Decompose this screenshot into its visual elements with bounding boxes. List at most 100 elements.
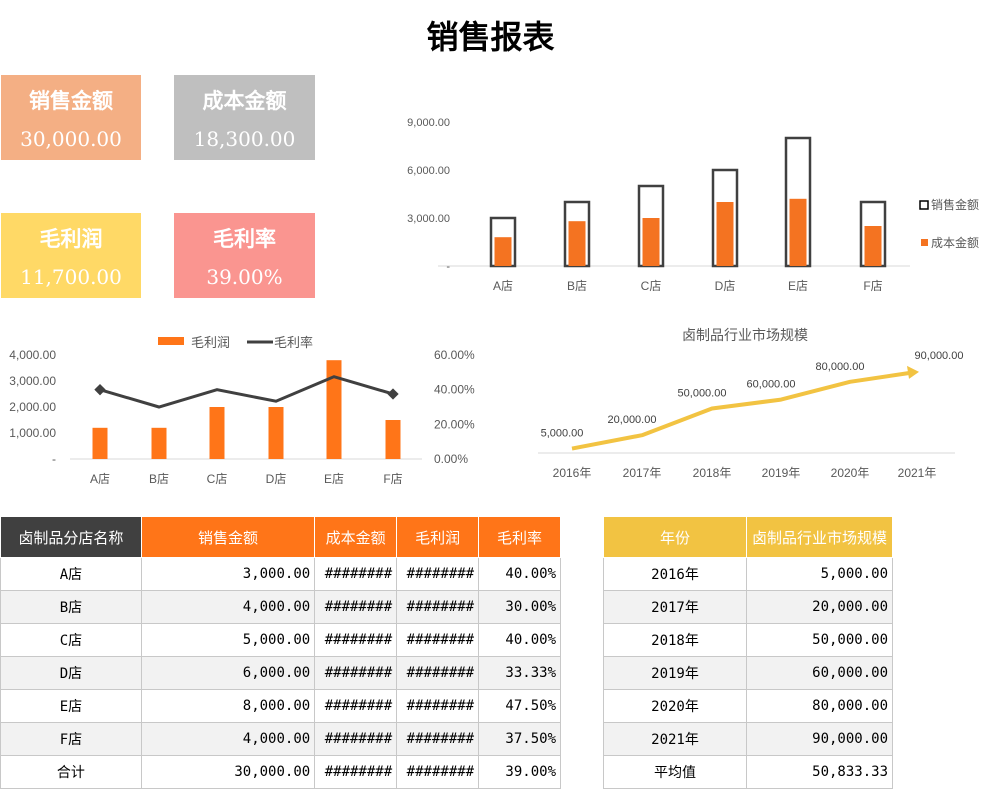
table-cell[interactable]: E店 [0, 689, 142, 723]
table-cell[interactable]: 50,000.00 [746, 623, 893, 657]
y-tick-label: 3,000.00 [9, 374, 56, 388]
kpi-label: 毛利润 [39, 226, 103, 251]
table-cell[interactable]: ######## [314, 557, 398, 591]
table-cell[interactable]: 60,000.00 [746, 656, 893, 690]
table-cell[interactable]: ######## [396, 755, 480, 789]
y-tick-label: 4,000.00 [9, 348, 56, 362]
header-row: 年份 卤制品行业市场规模 [602, 516, 893, 558]
table-cell[interactable]: 2018年 [602, 623, 748, 657]
table-cell[interactable]: ######## [396, 722, 480, 756]
table-cell[interactable]: 90,000.00 [746, 722, 893, 756]
table-cell[interactable]: 30,000.00 [140, 755, 316, 789]
table-cell[interactable]: ######## [314, 755, 398, 789]
x-tick-label: A店 [493, 279, 513, 293]
table-cell[interactable]: 40.00% [478, 557, 561, 591]
bar-profit [268, 407, 284, 459]
table-cell[interactable]: A店 [0, 557, 142, 591]
table-cell[interactable]: 平均值 [602, 755, 748, 789]
table-cell[interactable]: 3,000.00 [140, 557, 316, 591]
table-cell[interactable]: 5,000.00 [140, 623, 316, 657]
table-cell[interactable]: ######## [396, 656, 480, 690]
table-cell[interactable]: 2021年 [602, 722, 748, 756]
table-cell[interactable]: 40.00% [478, 623, 561, 657]
x-tick-label: D店 [715, 279, 736, 293]
y-tick-label: - [446, 261, 450, 273]
table-cell[interactable]: 30.00% [478, 590, 561, 624]
column-header: 年份 [602, 516, 748, 558]
table-cell[interactable]: 6,000.00 [140, 656, 316, 690]
table-cell[interactable]: ######## [314, 623, 398, 657]
y2-tick-label: 0.00% [434, 452, 468, 466]
table-cell[interactable]: 8,000.00 [140, 689, 316, 723]
table-cell[interactable]: C店 [0, 623, 142, 657]
table-cell[interactable]: 39.00% [478, 755, 561, 789]
table-cell[interactable]: ######## [396, 590, 480, 624]
y-tick-label: 9,000.00 [407, 117, 450, 129]
table-cell[interactable]: 4,000.00 [140, 590, 316, 624]
table-cell[interactable]: 20,000.00 [746, 590, 893, 624]
x-tick-label: 2021年 [898, 466, 937, 480]
table-row: A店 3,000.00 ######## ######## 40.00% [0, 557, 561, 591]
x-tick-label: B店 [567, 279, 587, 293]
table-row: 2019年 60,000.00 [602, 656, 893, 690]
table-row: 2021年 90,000.00 [602, 722, 893, 756]
table-cell[interactable]: ######## [396, 623, 480, 657]
table-cell[interactable]: ######## [396, 689, 480, 723]
legend-label: 成本金额 [931, 235, 979, 250]
y2-tick-label: 20.00% [434, 417, 475, 431]
legend-label: 毛利润 [191, 335, 230, 350]
table-cell[interactable]: 2019年 [602, 656, 748, 690]
table-cell[interactable]: 37.50% [478, 722, 561, 756]
table-cell[interactable]: D店 [0, 656, 142, 690]
table-cell[interactable]: 2016年 [602, 557, 748, 591]
line-market [571, 370, 911, 451]
table-row: 平均值 50,833.33 [602, 755, 893, 789]
bar-profit [92, 427, 108, 459]
table-cell[interactable]: ######## [314, 656, 398, 690]
y2-tick-label: 40.00% [434, 383, 475, 397]
table-cell[interactable]: 80,000.00 [746, 689, 893, 723]
table-cell[interactable]: ######## [314, 590, 398, 624]
table-cell[interactable]: 33.33% [478, 656, 561, 690]
table-row: 2018年 50,000.00 [602, 623, 893, 657]
y2-tick-label: 60.00% [434, 348, 475, 362]
table-cell[interactable]: 50,833.33 [746, 755, 893, 789]
table-cell[interactable]: ######## [314, 722, 398, 756]
kpi-margin: 毛利率 39.00% [174, 213, 315, 298]
table-cell[interactable]: 2020年 [602, 689, 748, 723]
table-row: D店 6,000.00 ######## ######## 33.33% [0, 656, 561, 690]
line-margin [99, 375, 394, 409]
x-tick-label: F店 [383, 472, 402, 486]
x-tick-label: B店 [149, 472, 169, 486]
x-tick-label: 2017年 [623, 466, 662, 480]
table-cell[interactable]: ######## [396, 557, 480, 591]
table-cell[interactable]: B店 [0, 590, 142, 624]
bar-profit [326, 360, 342, 459]
charts-canvas: - 3,000.00 6,000.00 9,000.00 A店 B店 C店 D店 E店 F店 销售金… [9, 117, 979, 486]
table-cell[interactable]: 合计 [0, 755, 142, 789]
y-tick-label: 3,000.00 [407, 213, 450, 225]
table-row: 2016年 5,000.00 [602, 557, 893, 591]
table-row: 合计 30,000.00 ######## ######## 39.00% [0, 755, 561, 789]
kpi-value: 39.00% [206, 265, 283, 289]
x-tick-label: 2020年 [831, 466, 870, 480]
x-tick-label: C店 [207, 472, 228, 486]
table-cell[interactable]: 5,000.00 [746, 557, 893, 591]
table-cell[interactable]: F店 [0, 722, 142, 756]
table-cell[interactable]: ######## [314, 689, 398, 723]
table-cell[interactable]: 47.50% [478, 689, 561, 723]
y-tick-label: 1,000.00 [9, 426, 56, 440]
legend-label: 毛利率 [274, 335, 313, 350]
chart-title: 卤制品行业市场规模 [682, 327, 808, 343]
table-cell[interactable]: 4,000.00 [140, 722, 316, 756]
page-title: 销售报表 [426, 18, 555, 56]
kpi-value: 11,700.00 [20, 265, 122, 289]
kpi-profit: 毛利润 11,700.00 [1, 213, 141, 298]
bar-cost [568, 221, 586, 266]
table-cell[interactable]: 2017年 [602, 590, 748, 624]
data-label: 20,000.00 [608, 414, 657, 426]
kpi-value: 30,000.00 [20, 127, 122, 151]
y-tick-label: 6,000.00 [407, 165, 450, 177]
table-row: 2020年 80,000.00 [602, 689, 893, 723]
data-label: 80,000.00 [816, 361, 865, 373]
